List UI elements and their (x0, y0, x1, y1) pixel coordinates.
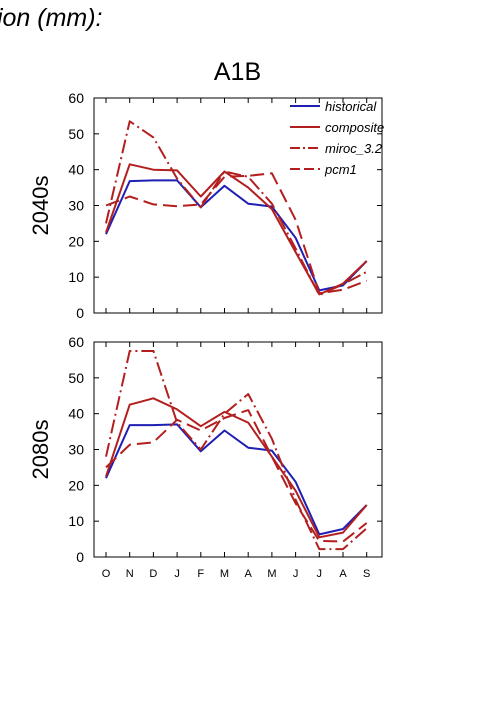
x-tick-label: J (174, 568, 180, 580)
chart-panels: 0 10 20 30 40 50 60 2040s 0 10 20 30 40 50 60 O N D J F M A M J… (28, 90, 383, 580)
x-tick-label: F (197, 568, 204, 580)
x-tick-label: A (339, 568, 347, 580)
series-line-pcm1 (105, 409, 368, 543)
chart-legend: historical composite miroc_3.2 pcm1 (290, 99, 384, 177)
panel-2080s: 0 10 20 30 40 50 60 O N D J F M A M J J A S 2080s (28, 334, 383, 580)
series-line-pcm1 (105, 172, 368, 295)
y-tick-label: 50 (68, 126, 84, 142)
series-line-composite (105, 397, 368, 539)
series-line-composite (105, 163, 368, 296)
series-line-historical (105, 179, 368, 292)
x-tick-label: D (149, 568, 157, 580)
y-tick-label: 40 (68, 406, 84, 422)
x-tick-label: M (220, 568, 229, 580)
series-line-historical (105, 423, 368, 536)
x-tick-label: O (102, 568, 111, 580)
y-tick-label: 10 (68, 513, 84, 529)
legend-item-historical: historical (290, 99, 377, 114)
x-tick-label: J (293, 568, 299, 580)
y-tick-label: 60 (68, 334, 84, 350)
x-tick-label: M (267, 568, 276, 580)
y-tick-label: 0 (76, 549, 84, 565)
x-tick-label: J (317, 568, 323, 580)
y-tick-label: 50 (68, 370, 84, 386)
legend-item-composite: composite (290, 120, 384, 135)
plot-frame (93, 341, 383, 558)
y-tick-label: 60 (68, 90, 84, 106)
y-tick-label: 20 (68, 233, 84, 249)
chart-title: A1B (214, 58, 261, 86)
legend-label: historical (325, 99, 377, 114)
legend-item-pcm1: pcm1 (290, 162, 357, 177)
x-tick-label: A (245, 568, 253, 580)
page-heading: tion (mm): (0, 4, 103, 32)
legend-label: pcm1 (324, 162, 357, 177)
x-tick-label: N (126, 568, 134, 580)
row-label-2040s: 2040s (28, 176, 53, 236)
y-tick-label: 30 (68, 442, 84, 458)
y-tick-label: 20 (68, 477, 84, 493)
y-tick-label: 10 (68, 269, 84, 285)
y-tick-label: 40 (68, 162, 84, 178)
legend-label: composite (325, 120, 384, 135)
series-line-miroc-3-2 (105, 350, 368, 551)
x-tick-label: S (363, 568, 370, 580)
legend-label: miroc_3.2 (325, 141, 383, 156)
series-line-miroc-3-2 (105, 120, 368, 297)
y-tick-label: 0 (76, 305, 84, 321)
row-label-2080s: 2080s (28, 420, 53, 480)
panel-2040s: 0 10 20 30 40 50 60 2040s (28, 90, 383, 321)
y-tick-label: 30 (68, 198, 84, 214)
legend-item-miroc-3-2: miroc_3.2 (290, 141, 383, 156)
